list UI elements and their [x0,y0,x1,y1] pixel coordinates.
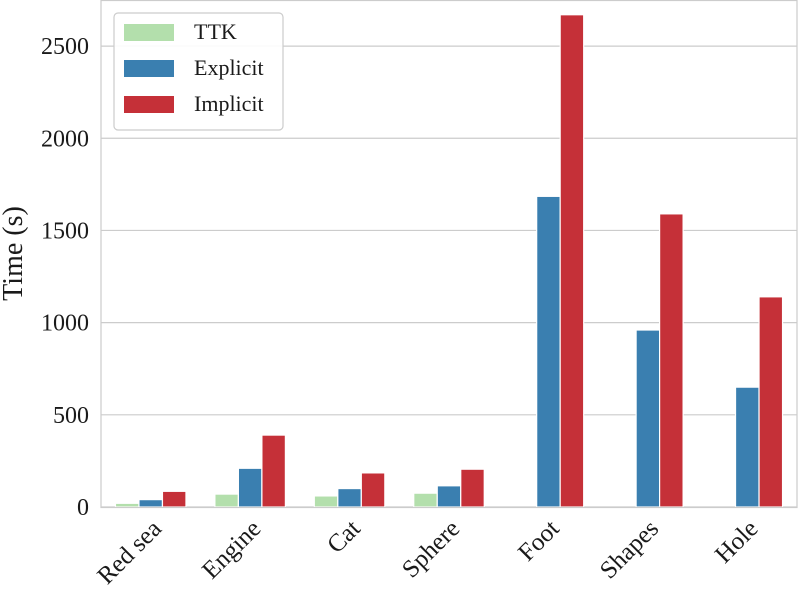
x-tick-label: Cat [322,515,366,559]
bar [635,329,661,508]
legend-label: TTK [194,19,237,44]
bar [360,472,386,508]
x-tick-labels: Red sea Engine Cat Sphere Foot Shapes Hole [92,515,763,590]
x-tick-label: Shapes [595,515,664,584]
y-tick-labels: 0 500 1000 1500 2000 2500 [41,34,89,521]
bar [313,495,339,508]
y-tick-label: 2000 [41,126,89,152]
plot-frame [100,0,798,509]
y-tick-label: 2500 [41,34,89,60]
legend-swatch [124,60,174,77]
x-tick-label: Hole [710,515,763,568]
bar [559,14,585,508]
bar [734,386,760,508]
y-tick-label: 500 [53,403,89,429]
bar [536,195,561,508]
bar [138,499,164,508]
x-tick-label: Red sea [92,515,167,590]
bar [214,493,239,508]
bar [114,502,140,508]
bar [237,467,263,508]
bar [337,487,362,508]
x-tick-label: Sphere [397,515,465,583]
y-axis-label: Time (s) [0,206,29,301]
bar [161,490,187,508]
x-tick-label: Foot [513,515,565,567]
bar [659,213,684,508]
bar [436,485,462,508]
bar [413,492,438,508]
legend-swatch [124,24,174,41]
bar [460,468,485,508]
legend-label: Explicit [194,55,264,80]
y-tick-label: 1000 [41,311,89,337]
y-tick-label: 0 [77,495,89,521]
legend: TTK Explicit Implicit [113,12,284,131]
y-tick-label: 1500 [41,218,89,244]
legend-swatch [124,96,174,113]
axes [100,0,798,509]
legend-label: Implicit [194,91,264,116]
bar [758,296,784,508]
bar [261,434,286,508]
x-tick-label: Engine [197,515,266,584]
